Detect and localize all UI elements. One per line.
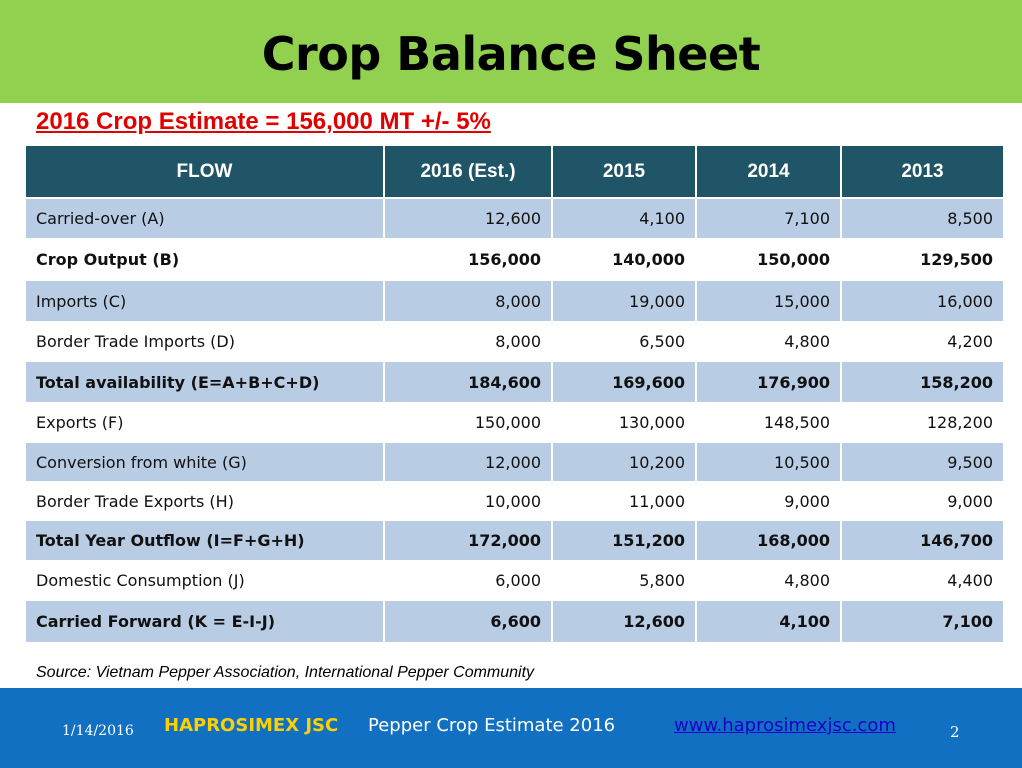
table-row: Border Trade Exports (H) 10,000 11,000 9,00…	[26, 481, 1003, 520]
cell-value: 7,100	[841, 599, 1003, 642]
footer-bar: 1/14/2016 HAPROSIMEX JSC Pepper Crop Est…	[0, 688, 1022, 768]
cell-value: 10,500	[696, 441, 842, 482]
cell-value: 140,000	[552, 238, 697, 280]
page-number: 2	[950, 723, 960, 741]
row-label: Crop Output (B)	[26, 238, 385, 280]
cell-value: 5,800	[552, 560, 697, 600]
cell-value: 15,000	[696, 279, 842, 322]
cell-value: 8,500	[841, 197, 1003, 239]
cell-value: 9,000	[696, 481, 842, 520]
row-label: Imports (C)	[26, 279, 385, 322]
cell-value: 158,200	[841, 360, 1003, 403]
cell-value: 4,100	[552, 197, 697, 239]
cell-value: 6,000	[384, 560, 553, 600]
cell-value: 6,600	[384, 599, 553, 642]
crop-balance-table: FLOW 2016 (Est.) 2015 2014 2013 Carried-…	[26, 146, 1003, 642]
cell-value: 8,000	[384, 321, 553, 361]
table-row: Conversion from white (G) 12,000 10,200 10,…	[26, 441, 1003, 482]
cell-value: 172,000	[384, 519, 553, 561]
row-label: Border Trade Imports (D)	[26, 321, 385, 361]
row-label: Carried Forward (K = E-I-J)	[26, 599, 385, 642]
column-header-flow: FLOW	[26, 146, 385, 198]
cell-value: 6,500	[552, 321, 697, 361]
cell-value: 151,200	[552, 519, 697, 561]
footer-company: HAPROSIMEX JSC	[164, 715, 339, 736]
cell-value: 10,000	[384, 481, 553, 520]
cell-value: 169,600	[552, 360, 697, 403]
column-header-2013: 2013	[841, 146, 1003, 198]
cell-value: 9,500	[841, 441, 1003, 482]
cell-value: 4,800	[696, 321, 842, 361]
column-header-2015: 2015	[552, 146, 697, 198]
cell-value: 176,900	[696, 360, 842, 403]
cell-value: 11,000	[552, 481, 697, 520]
cell-value: 150,000	[384, 402, 553, 442]
cell-value: 16,000	[841, 279, 1003, 322]
cell-value: 150,000	[696, 238, 842, 280]
table-row: Domestic Consumption (J) 6,000 5,800 4,800 4…	[26, 560, 1003, 600]
row-label: Border Trade Exports (H)	[26, 481, 385, 520]
crop-estimate-subtitle: 2016 Crop Estimate = 156,000 MT +/- 5%	[36, 108, 491, 135]
cell-value: 4,800	[696, 560, 842, 600]
table-body: Carried-over (A) 12,600 4,100 7,100 8,500 Cro…	[26, 197, 1003, 642]
table-header-row: FLOW 2016 (Est.) 2015 2014 2013	[26, 146, 1003, 198]
cell-value: 130,000	[552, 402, 697, 442]
row-label: Conversion from white (G)	[26, 441, 385, 482]
cell-value: 184,600	[384, 360, 553, 403]
cell-value: 12,600	[384, 197, 553, 239]
table-row: Imports (C) 8,000 19,000 15,000 16,000	[26, 279, 1003, 322]
cell-value: 4,400	[841, 560, 1003, 600]
table-row: Carried-over (A) 12,600 4,100 7,100 8,500	[26, 197, 1003, 239]
table-row: Border Trade Imports (D) 8,000 6,500 4,800 4…	[26, 321, 1003, 361]
slide-title: Crop Balance Sheet	[261, 26, 761, 81]
cell-value: 4,200	[841, 321, 1003, 361]
cell-value: 168,000	[696, 519, 842, 561]
table-row: Total Year Outflow (I=F+G+H) 172,000 151,2…	[26, 519, 1003, 561]
row-label: Carried-over (A)	[26, 197, 385, 239]
cell-value: 4,100	[696, 599, 842, 642]
cell-value: 9,000	[841, 481, 1003, 520]
footer-website-link[interactable]: www.haprosimexjsc.com	[674, 715, 896, 736]
footer-date: 1/14/2016	[62, 723, 134, 739]
cell-value: 19,000	[552, 279, 697, 322]
column-header-2014: 2014	[696, 146, 842, 198]
row-label: Total availability (E=A+B+C+D)	[26, 360, 385, 403]
cell-value: 129,500	[841, 238, 1003, 280]
cell-value: 12,000	[384, 441, 553, 482]
cell-value: 148,500	[696, 402, 842, 442]
cell-value: 128,200	[841, 402, 1003, 442]
footer-title: Pepper Crop Estimate 2016	[368, 715, 616, 736]
table-row: Total availability (E=A+B+C+D) 184,600 169…	[26, 360, 1003, 403]
cell-value: 12,600	[552, 599, 697, 642]
table-row: Carried Forward (K = E-I-J) 6,600 12,600 4,…	[26, 599, 1003, 642]
table-row: Exports (F) 150,000 130,000 148,500 128,200	[26, 402, 1003, 442]
cell-value: 10,200	[552, 441, 697, 482]
row-label: Total Year Outflow (I=F+G+H)	[26, 519, 385, 561]
cell-value: 7,100	[696, 197, 842, 239]
cell-value: 146,700	[841, 519, 1003, 561]
cell-value: 156,000	[384, 238, 553, 280]
row-label: Domestic Consumption (J)	[26, 560, 385, 600]
table-row: Crop Output (B) 156,000 140,000 150,000 129,…	[26, 238, 1003, 280]
cell-value: 8,000	[384, 279, 553, 322]
column-header-2016: 2016 (Est.)	[384, 146, 553, 198]
source-note: Source: Vietnam Pepper Association, Inte…	[36, 664, 535, 681]
title-banner: Crop Balance Sheet	[0, 0, 1022, 103]
row-label: Exports (F)	[26, 402, 385, 442]
